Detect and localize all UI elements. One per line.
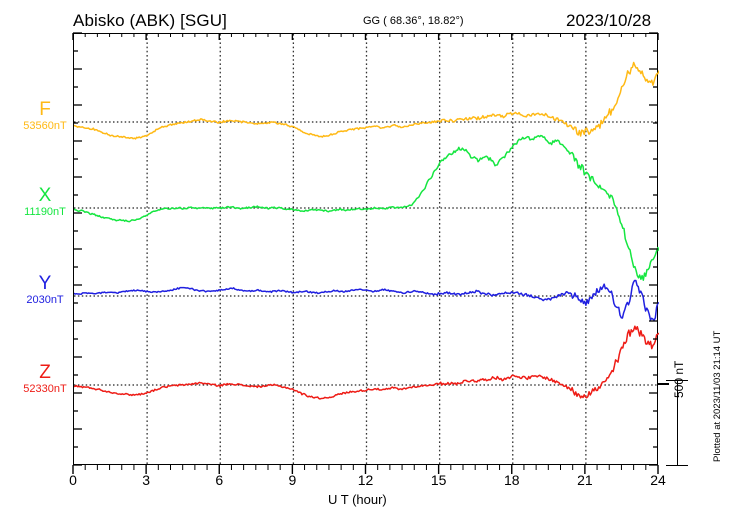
z-baseline-tick [658,383,669,385]
scale-bar [666,380,688,466]
scale-bar-label: 500 nT [672,360,686,398]
plotted-at-timestamp: Plotted at 2023/11/03 21:14 UT [712,330,723,462]
page-title: Abisko (ABK) [SGU] [73,11,227,30]
trace-baseline-x: 11190nT [24,206,66,218]
trace-legend-f: F 53560nT [10,100,80,133]
scale-bar-line [677,380,679,466]
trace-symbol-f: F [39,99,51,120]
scale-bar-bottom-cap [666,464,688,466]
magnetogram-svg [73,34,660,466]
x-tick-label: 0 [69,472,77,488]
x-tick-label: 9 [288,472,297,488]
x-tick-label: 12 [357,472,374,488]
x-tick-label: 24 [650,472,666,488]
trace-legend-y: Y 2030nT [10,274,80,307]
plot-area [73,33,660,466]
trace-symbol-y: Y [38,273,52,294]
trace-baseline-z: 52330nT [23,383,67,395]
trace-baseline-y: 2030nT [26,294,64,306]
x-tick-label: 6 [215,472,224,488]
trace-legend-x: X 11190nT [10,186,80,219]
x-tick-label: 21 [577,472,593,488]
observation-date: 2023/10/28 [566,11,652,30]
trace-legend-z: Z 52330nT [10,363,80,396]
geographic-coordinates: GG ( 68.36°, 18.82°) [363,15,464,27]
trace-symbol-z: Z [39,362,51,383]
trace-symbol-x: X [38,185,52,206]
trace-baseline-f: 53560nT [23,120,67,132]
x-tick-label: 3 [142,472,151,488]
x-tick-label: 15 [430,472,447,488]
x-tick-label: 18 [503,472,520,488]
x-axis-label: U T (hour) [328,492,387,507]
